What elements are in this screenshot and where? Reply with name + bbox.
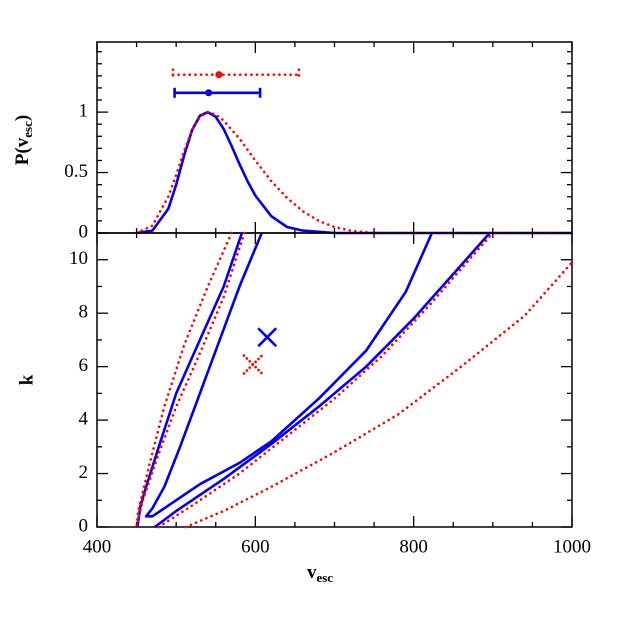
curve <box>135 110 574 235</box>
cross-marker <box>257 327 278 348</box>
y-tick-label: 0 <box>79 221 89 242</box>
y-axis-title: k <box>16 374 37 385</box>
y-tick-label: 10 <box>69 248 88 269</box>
curve <box>154 232 491 529</box>
curve <box>136 232 244 528</box>
error-point <box>205 89 213 97</box>
y-tick-label: 0 <box>79 515 89 536</box>
x-tick-label: 600 <box>241 536 270 557</box>
y-axis-title-part: P(v <box>12 137 33 165</box>
plot-frame <box>96 41 573 234</box>
curve <box>144 232 434 518</box>
y-tick-label: 0.5 <box>64 161 88 182</box>
y-axis-title-part: ) <box>12 115 33 121</box>
curve <box>135 231 246 529</box>
error-point <box>215 71 223 79</box>
y-axis-title-sub: esc <box>20 121 35 138</box>
curve <box>136 110 572 235</box>
plot-frame <box>96 232 573 528</box>
x-axis-title: vesc <box>307 562 333 585</box>
x-axis-title-sub: esc <box>316 570 333 585</box>
x-axis-title-part: v <box>307 562 317 583</box>
y-tick-label: 8 <box>79 302 89 323</box>
curve <box>157 231 495 529</box>
y-tick-label: 2 <box>79 462 89 483</box>
curve <box>184 261 574 529</box>
x-tick-label: 800 <box>399 536 428 557</box>
x-tick-label: 400 <box>83 536 112 557</box>
x-tick-label: 1000 <box>553 536 591 557</box>
y-tick-label: 6 <box>79 355 89 376</box>
y-axis-title: P(vesc) <box>12 115 35 165</box>
y-tick-label: 1 <box>79 100 89 121</box>
cross-marker <box>242 354 264 375</box>
y-tick-label: 4 <box>79 408 89 429</box>
